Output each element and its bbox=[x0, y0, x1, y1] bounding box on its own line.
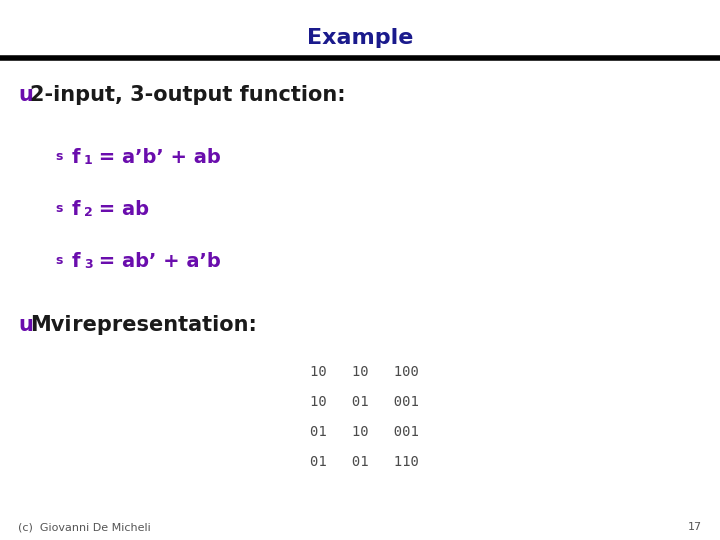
Text: u: u bbox=[18, 315, 33, 335]
Text: f: f bbox=[72, 252, 81, 271]
Text: Example: Example bbox=[307, 28, 413, 48]
Text: = ab’ + a’b: = ab’ + a’b bbox=[92, 252, 221, 271]
Text: 01   10   001: 01 10 001 bbox=[310, 425, 419, 439]
Text: s: s bbox=[55, 150, 63, 163]
Text: = a’b’ + ab: = a’b’ + ab bbox=[92, 148, 221, 167]
Text: 2: 2 bbox=[84, 206, 93, 219]
Text: Mvi: Mvi bbox=[30, 315, 71, 335]
Text: 10   10   100: 10 10 100 bbox=[310, 365, 419, 379]
Text: s: s bbox=[55, 202, 63, 215]
Text: s: s bbox=[55, 254, 63, 267]
Text: u: u bbox=[18, 85, 33, 105]
Text: 17: 17 bbox=[688, 522, 702, 532]
Text: 10   01   001: 10 01 001 bbox=[310, 395, 419, 409]
Text: 2-input, 3-output function:: 2-input, 3-output function: bbox=[30, 85, 346, 105]
Text: = ab: = ab bbox=[92, 200, 149, 219]
Text: (c)  Giovanni De Micheli: (c) Giovanni De Micheli bbox=[18, 522, 150, 532]
Text: f: f bbox=[72, 200, 81, 219]
Text: 01   01   110: 01 01 110 bbox=[310, 455, 419, 469]
Text: 3: 3 bbox=[84, 258, 93, 271]
Text: representation:: representation: bbox=[65, 315, 257, 335]
Text: f: f bbox=[72, 148, 81, 167]
Text: 1: 1 bbox=[84, 154, 93, 167]
